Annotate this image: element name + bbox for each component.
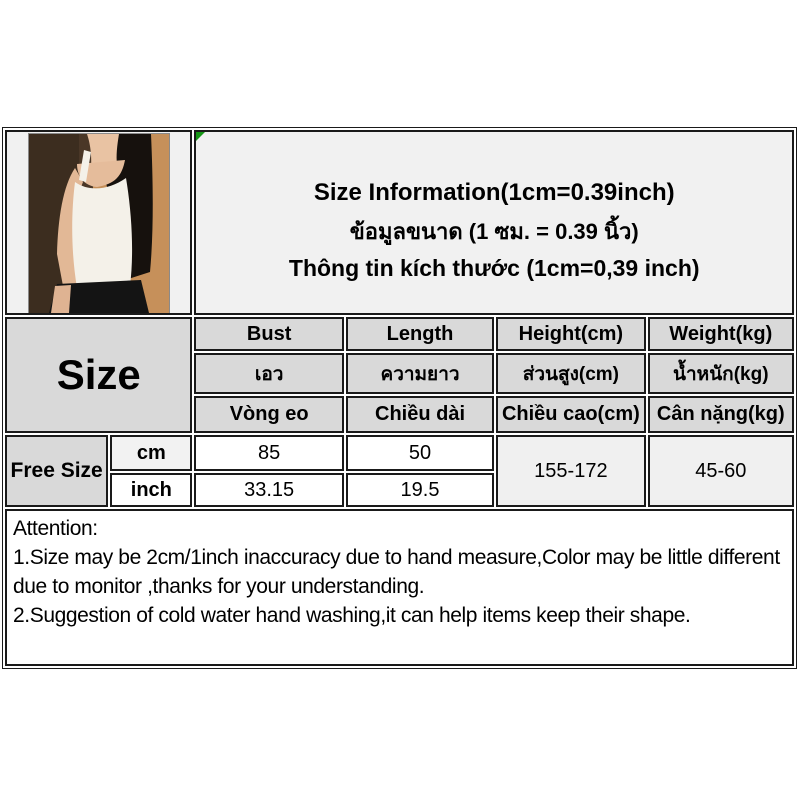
length-inch-value: 19.5 xyxy=(345,473,495,507)
header-height-en: Height(cm) xyxy=(496,317,646,351)
unit-inch-cell: inch xyxy=(110,473,193,507)
header-weight-en: Weight(kg) xyxy=(647,317,794,351)
model-chest-skin xyxy=(76,159,125,187)
title-line-vietnamese: Thông tin kích thước (1cm=0,39 inch) xyxy=(288,255,700,281)
header-weight-th: น้ำหนัก(kg) xyxy=(647,353,794,394)
weight-range-value: 45-60 xyxy=(647,435,794,507)
header-height-th: ส่วนสูง(cm) xyxy=(496,353,646,394)
model-neck-skin xyxy=(86,133,119,170)
header-height-vi: Chiều cao(cm) xyxy=(496,396,646,433)
size-name-cell: Free Size xyxy=(5,435,109,507)
header-length-vi: Chiều dài xyxy=(345,396,495,433)
header-length-en: Length xyxy=(345,317,495,351)
product-photo xyxy=(27,132,170,313)
unit-cm-cell: cm xyxy=(110,435,193,471)
bust-cm-value: 85 xyxy=(194,435,344,471)
size-table: Size Information(1cm=0.39inch) ข้อมูลขนา… xyxy=(2,127,797,669)
attention-item-1: 1.Size may be 2cm/1inch inaccuracy due t… xyxy=(13,546,780,598)
size-chart-sheet: Size Information(1cm=0.39inch) ข้อมูลขนา… xyxy=(2,127,797,669)
camisole-strap xyxy=(78,149,91,182)
header-bust-th: เอว xyxy=(194,353,344,394)
attention-heading: Attention: xyxy=(13,517,98,540)
size-corner-cell: Size xyxy=(5,317,193,433)
header-bust-vi: Vòng eo xyxy=(194,396,344,433)
title-line-thai: ข้อมูลขนาด (1 ซม. = 0.39 นิ้ว) xyxy=(349,219,639,244)
photo-cell xyxy=(5,130,193,315)
title-cell: Size Information(1cm=0.39inch) ข้อมูลขนา… xyxy=(194,130,794,315)
header-weight-vi: Cân nặng(kg) xyxy=(647,396,794,433)
header-bust-en: Bust xyxy=(194,317,344,351)
green-corner-marker-icon xyxy=(196,132,206,141)
header-length-th: ความยาว xyxy=(345,353,495,394)
title-line-english: Size Information(1cm=0.39inch) xyxy=(313,179,675,206)
black-skirt xyxy=(48,279,149,313)
height-range-value: 155-172 xyxy=(496,435,646,507)
bust-inch-value: 33.15 xyxy=(194,473,344,507)
model-hand-skin xyxy=(50,284,71,313)
length-cm-value: 50 xyxy=(345,435,495,471)
attention-cell: Attention: 1.Size may be 2cm/1inch inacc… xyxy=(5,509,794,666)
camisole-top xyxy=(71,177,132,291)
attention-item-2: 2.Suggestion of cold water hand washing,… xyxy=(13,604,691,627)
